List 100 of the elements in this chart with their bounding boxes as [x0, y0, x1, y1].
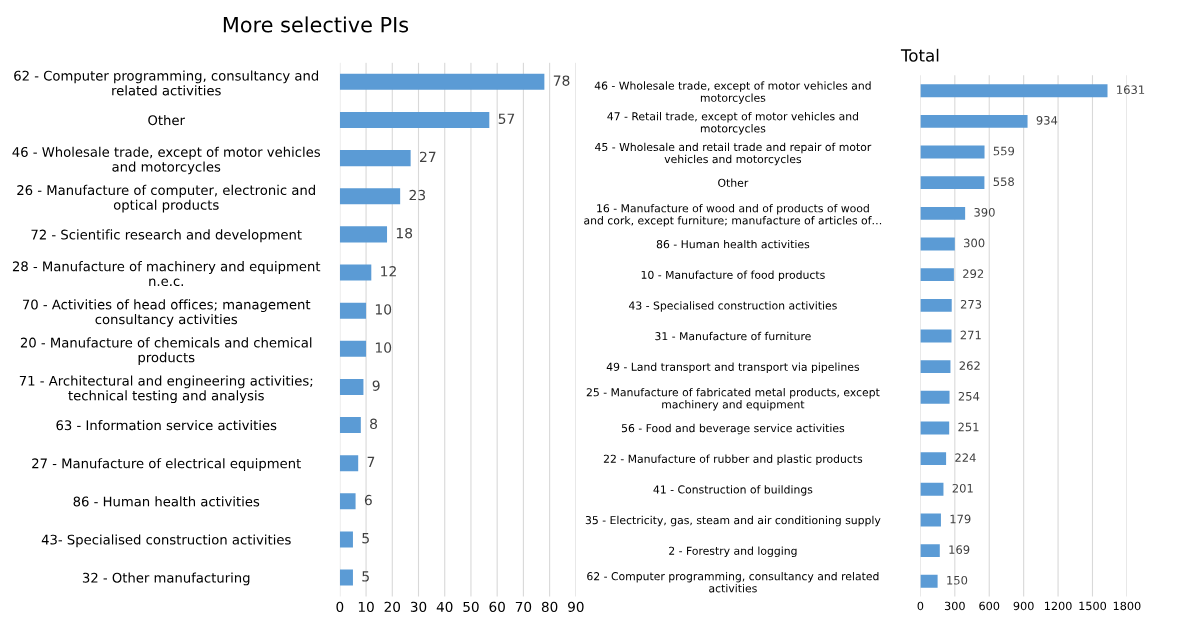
x-tick-label: 600 [979, 601, 1000, 611]
y-tick-label: 41 - Construction of buildings [653, 485, 813, 496]
bar [339, 73, 545, 90]
x-tick-label: 0 [917, 601, 924, 611]
bar [920, 176, 985, 190]
y-tick-label: 2 - Forestry and logging [669, 546, 797, 557]
data-label: 57 [498, 113, 515, 125]
data-label: 150 [947, 575, 968, 585]
y-tick-label: 32 - Other manufacturing [82, 572, 250, 586]
bar [339, 417, 361, 434]
data-label: 18 [396, 227, 413, 239]
bar [339, 493, 356, 510]
data-label: 5 [362, 533, 369, 544]
bar [339, 340, 367, 357]
data-label: 1631 [1117, 85, 1145, 95]
bar [920, 114, 1028, 128]
y-tick-label: Other [148, 114, 185, 126]
data-label: 201 [952, 483, 973, 493]
data-label: 559 [993, 146, 1015, 156]
bar [339, 226, 388, 243]
data-label: 271 [960, 330, 981, 340]
data-label: 9 [372, 380, 380, 391]
y-tick-label: 63 - Information service activities [56, 420, 277, 431]
data-label: 224 [955, 453, 976, 462]
bar [339, 188, 401, 205]
bar [920, 452, 947, 466]
y-tick-label: 26 - Manufacture of computer, electronic and optical products [17, 184, 315, 213]
data-label: 6 [364, 494, 372, 506]
bar [920, 360, 951, 374]
y-tick-label: 43 - Specialised construction activities [628, 301, 837, 312]
x-tick-label: 80 [541, 601, 558, 612]
data-label: 23 [409, 189, 426, 201]
bar [920, 268, 954, 282]
data-label: 254 [958, 391, 980, 401]
data-label: 262 [959, 361, 980, 370]
y-tick-label: 27 - Manufacture of electrical equipment [32, 458, 301, 471]
x-tick-label: 10 [358, 601, 374, 612]
bar [339, 531, 353, 548]
bar [920, 145, 985, 159]
bar [920, 421, 950, 435]
x-tick-label: 1800 [1113, 601, 1141, 611]
data-label: 10 [375, 304, 392, 315]
y-tick-label: 49 - Land transport and transport via pipelines [606, 362, 860, 374]
y-tick-label: 62 - Computer programming, consultancy and related activities [14, 70, 319, 96]
y-tick-label: 70 - Activities of head offices; management consultancy activities [22, 299, 311, 327]
data-label: 251 [958, 422, 979, 432]
data-label: 8 [370, 418, 378, 430]
y-tick-label: 46 - Wholesale trade, except of motor vehicles and motorcycles [12, 146, 321, 175]
bar [339, 111, 490, 128]
data-label: 7 [367, 456, 375, 467]
y-tick-label: 71 - Architectural and engineering activities; technical testing and analysis [19, 375, 313, 404]
bar [339, 264, 372, 281]
y-tick-label: 10 - Manufacture of food products [641, 270, 825, 282]
y-tick-label: 31 - Manufacture of furniture [655, 331, 811, 341]
x-tick-label: 70 [515, 601, 532, 612]
y-tick-label: 35 - Electricity, gas, steam and air conditioning supply [585, 515, 881, 527]
bar [920, 544, 940, 558]
y-tick-label: 22 - Manufacture of rubber and plastic products [603, 454, 863, 465]
y-tick-label: 20 - Manufacture of chemicals and chemical products [20, 337, 312, 365]
x-tick-label: 90 [568, 601, 584, 612]
data-label: 273 [960, 299, 982, 309]
bar [920, 482, 944, 496]
bar [920, 298, 952, 312]
y-tick-label: 16 - Manufacture of wood and of products of wood and cork, except furniture; manufacture of articles of… [584, 203, 882, 227]
x-tick-label: 1500 [1079, 601, 1107, 611]
y-tick-label: 45 - Wholesale and retail trade and repair of motor vehicles and motorcycles [595, 142, 872, 166]
data-label: 10 [375, 342, 392, 353]
x-tick-label: 40 [436, 601, 453, 612]
data-label: 27 [419, 151, 436, 162]
data-label: 390 [974, 207, 995, 217]
bar [920, 237, 955, 251]
bar [920, 513, 941, 527]
x-tick-label: 20 [384, 601, 401, 612]
bar [339, 455, 359, 472]
data-label: 12 [381, 266, 396, 277]
x-tick-label: 0 [336, 601, 344, 612]
y-tick-label: 46 - Wholesale trade, except of motor vehicles and motorcycles [594, 81, 871, 104]
data-label: 934 [1036, 115, 1058, 125]
bar [339, 378, 364, 395]
bar [920, 84, 1108, 98]
data-label: 300 [964, 238, 985, 248]
y-tick-label: Other [718, 178, 749, 187]
bar [920, 574, 938, 588]
data-label: 78 [553, 75, 570, 86]
y-tick-label: 62 - Computer programming, consultancy and related activities [587, 571, 879, 593]
chart-title: More selective PIs [223, 16, 409, 33]
chart-title: Total [900, 48, 939, 62]
y-tick-label: 86 - Human health activities [656, 239, 810, 249]
bar [920, 329, 952, 343]
bar [920, 206, 966, 220]
y-tick-label: 72 - Scientific research and development [31, 229, 302, 243]
data-label: 558 [993, 177, 1014, 187]
data-label: 169 [949, 545, 970, 554]
data-label: 5 [362, 571, 369, 582]
x-tick-label: 300 [944, 601, 965, 611]
y-tick-label: 25 - Manufacture of fabricated metal products, except machinery and equipment [586, 387, 880, 411]
bar [339, 302, 367, 319]
x-tick-label: 50 [463, 601, 479, 612]
y-tick-label: 56 - Food and beverage service activities [621, 423, 845, 435]
bar [339, 150, 411, 167]
